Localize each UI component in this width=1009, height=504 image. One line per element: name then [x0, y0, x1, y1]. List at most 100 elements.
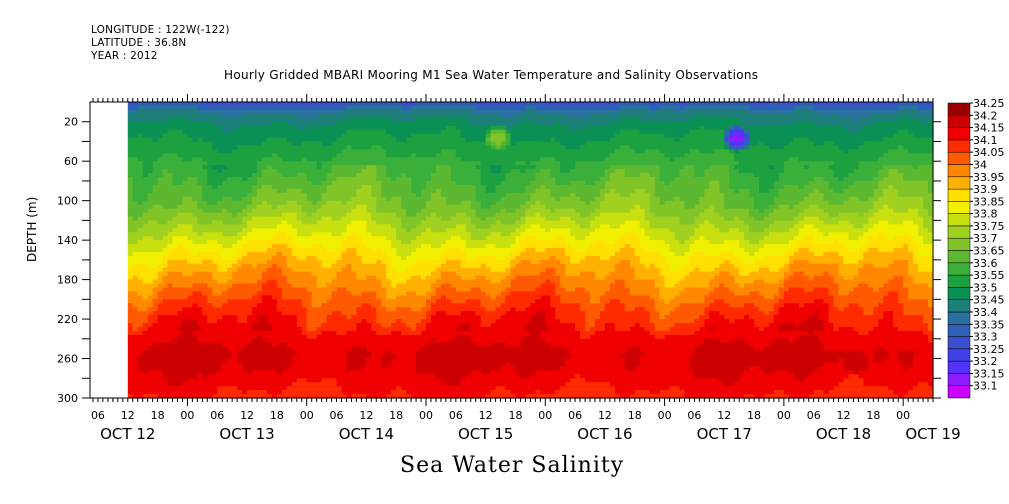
heatmap-cell: [291, 188, 298, 194]
heatmap-cell: [376, 161, 382, 166]
heatmap-cell: [361, 275, 367, 281]
heatmap-cell: [361, 255, 367, 261]
heatmap-cell: [336, 252, 343, 257]
heatmap-cell: [247, 180, 253, 186]
heatmap-cell: [326, 394, 333, 399]
heatmap-cell: [326, 228, 333, 233]
heatmap-cell: [242, 169, 248, 174]
heatmap-cell: [271, 216, 278, 221]
heatmap-cell: [127, 165, 134, 170]
heatmap-cell: [416, 362, 422, 367]
heatmap-cell: [242, 259, 248, 265]
heatmap-cell: [217, 252, 223, 257]
heatmap-cell: [376, 102, 382, 107]
heatmap-cell: [426, 346, 432, 352]
heatmap-cell: [197, 334, 203, 340]
heatmap-cell: [202, 169, 208, 174]
heatmap-cell: [391, 129, 397, 135]
heatmap-cell: [252, 271, 258, 277]
heatmap-cell: [157, 165, 164, 170]
heatmap-cell: [386, 386, 392, 391]
heatmap-cell: [386, 350, 392, 356]
heatmap-cell: [157, 362, 164, 367]
heatmap-cell: [366, 342, 372, 348]
heatmap-cell: [147, 129, 154, 135]
heatmap-cell: [276, 137, 283, 142]
heatmap-cell: [132, 117, 139, 123]
heatmap-cell: [435, 208, 442, 214]
heatmap-cell: [222, 291, 228, 296]
heatmap-cell: [286, 204, 293, 210]
heatmap-cell: [192, 161, 198, 166]
heatmap-cell: [152, 240, 159, 245]
heatmap-cell: [182, 394, 189, 399]
heatmap-cell: [262, 283, 268, 288]
heatmap-cell: [326, 169, 333, 174]
heatmap-cell: [351, 184, 357, 190]
heatmap-cell: [341, 252, 348, 257]
heatmap-cell: [276, 212, 283, 217]
heatmap-cell: [356, 319, 362, 324]
heatmap-cell: [187, 208, 193, 214]
heatmap-cell: [237, 382, 243, 387]
heatmap-cell: [202, 208, 208, 214]
heatmap-cell: [127, 188, 134, 194]
heatmap-cell: [286, 259, 293, 265]
heatmap-cell: [301, 338, 308, 344]
heatmap-cell: [257, 263, 263, 269]
heatmap-cell: [356, 299, 362, 304]
heatmap-cell: [396, 177, 402, 182]
heatmap-cell: [142, 244, 149, 249]
heatmap-cell: [371, 386, 377, 391]
heatmap-cell: [361, 283, 367, 288]
heatmap-cell: [252, 208, 258, 214]
heatmap-cell: [296, 382, 303, 387]
heatmap-cell: [381, 279, 387, 285]
heatmap-cell: [336, 236, 343, 241]
heatmap-cell: [326, 153, 333, 158]
heatmap-cell: [271, 177, 278, 182]
heatmap-cell: [391, 109, 397, 115]
heatmap-cell: [396, 129, 402, 135]
heatmap-cell: [192, 208, 198, 214]
heatmap-cell: [247, 141, 253, 146]
heatmap-cell: [257, 255, 263, 261]
heatmap-cell: [326, 252, 333, 257]
heatmap-cell: [162, 125, 169, 131]
heatmap-cell: [207, 275, 213, 281]
heatmap-cell: [182, 161, 189, 166]
heatmap-cell: [207, 263, 213, 269]
heatmap-cell: [286, 295, 293, 300]
heatmap-cell: [222, 299, 228, 304]
heatmap-cell: [306, 165, 313, 170]
heatmap-cell: [232, 177, 238, 182]
heatmap-cell: [450, 125, 457, 131]
heatmap-cell: [247, 236, 253, 241]
heatmap-cell: [376, 236, 382, 241]
heatmap-cell: [366, 327, 372, 332]
heatmap-cell: [421, 180, 427, 186]
heatmap-cell: [281, 303, 288, 308]
heatmap-cell: [435, 145, 442, 150]
heatmap-cell: [132, 240, 139, 245]
heatmap-cell: [366, 283, 372, 288]
heatmap-cell: [142, 204, 149, 210]
heatmap-cell: [172, 141, 179, 146]
heatmap-cell: [381, 196, 387, 202]
heatmap-cell: [242, 173, 248, 178]
heatmap-cell: [237, 283, 243, 288]
heatmap-cell: [440, 299, 447, 304]
heatmap-cell: [371, 173, 377, 178]
heatmap-cell: [257, 149, 263, 154]
heatmap-cell: [257, 216, 263, 221]
heatmap-cell: [351, 117, 357, 123]
heatmap-cell: [336, 220, 343, 225]
heatmap-cell: [435, 330, 442, 336]
heatmap-cell: [331, 366, 338, 371]
heatmap-cell: [296, 354, 303, 360]
heatmap-cell: [411, 204, 417, 210]
heatmap-cell: [326, 145, 333, 150]
heatmap-cell: [281, 378, 288, 383]
heatmap-cell: [187, 177, 193, 182]
heatmap-cell: [127, 307, 134, 312]
